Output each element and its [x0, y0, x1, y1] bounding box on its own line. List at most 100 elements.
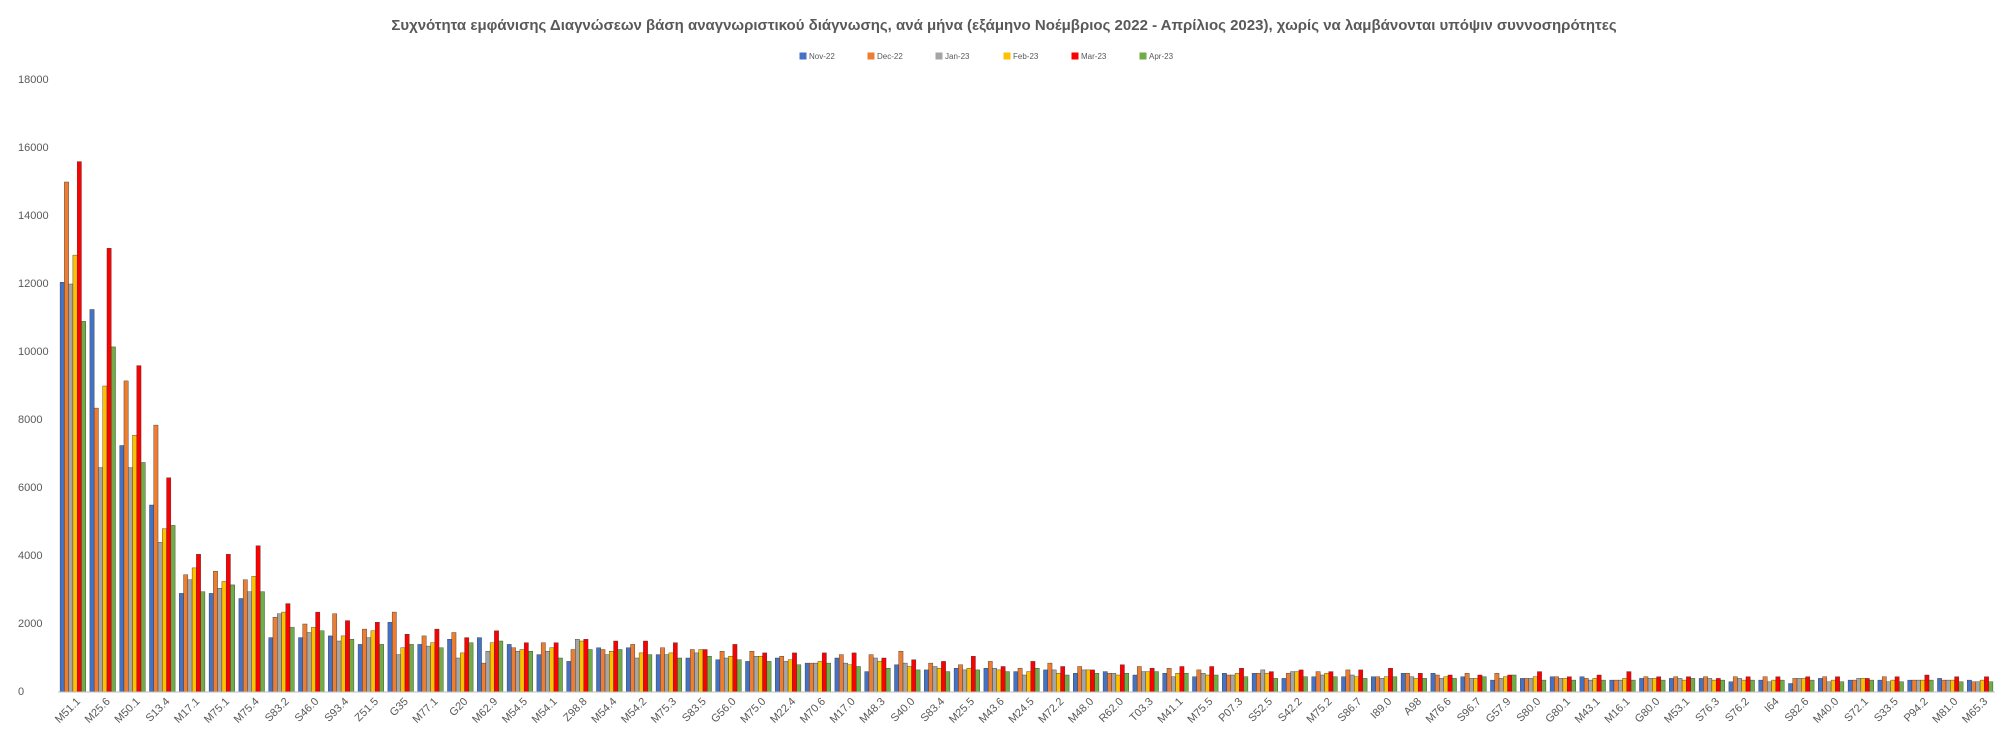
- bar: [1592, 678, 1598, 693]
- bar: [1243, 676, 1249, 693]
- bar: [1562, 678, 1568, 693]
- x-tick-label: A98: [1402, 696, 1424, 718]
- bar: [736, 659, 742, 693]
- bar: [357, 644, 363, 693]
- bar: [1613, 679, 1619, 693]
- bar: [1881, 676, 1887, 693]
- bar: [1073, 673, 1078, 693]
- bar: [1043, 669, 1048, 693]
- bar: [1839, 681, 1845, 693]
- x-tick-label: M81.0: [1930, 696, 1960, 726]
- bar: [707, 656, 712, 693]
- bar: [1669, 678, 1674, 693]
- y-tick-label: 4000: [18, 550, 42, 562]
- bar: [753, 656, 759, 693]
- bar: [783, 661, 789, 693]
- bar: [1630, 679, 1636, 693]
- bar: [1226, 674, 1232, 693]
- bar: [1511, 674, 1517, 693]
- bar: [1303, 676, 1308, 693]
- bar: [387, 622, 393, 693]
- legend-swatch: [799, 52, 807, 60]
- bar: [1877, 679, 1883, 693]
- bar: [1728, 681, 1734, 693]
- bar: [877, 661, 882, 693]
- bar: [1162, 673, 1168, 693]
- bar: [804, 662, 810, 693]
- x-tick-label: G80.1: [1543, 696, 1573, 726]
- bar: [1558, 678, 1564, 693]
- bar: [1737, 678, 1742, 693]
- bar: [455, 657, 461, 693]
- bar: [575, 639, 580, 693]
- bar: [1405, 673, 1410, 693]
- bar: [1022, 674, 1027, 693]
- x-tick-label: M76.6: [1424, 696, 1454, 726]
- bar: [715, 659, 721, 693]
- x-tick-label: R62.0: [1097, 696, 1126, 725]
- bar: [626, 647, 631, 693]
- bar: [1707, 678, 1713, 693]
- bar: [643, 640, 648, 693]
- bar: [975, 669, 980, 693]
- bar: [1064, 674, 1070, 693]
- bar: [545, 651, 550, 693]
- bar: [1315, 671, 1321, 693]
- x-tick-label: S76.2: [1723, 696, 1752, 725]
- bar: [166, 477, 172, 693]
- x-tick-label: M17.1: [172, 696, 202, 726]
- bar: [1464, 673, 1470, 693]
- bar: [438, 647, 444, 693]
- bar: [1341, 676, 1346, 693]
- bar: [609, 651, 614, 693]
- bar: [1847, 679, 1853, 693]
- legend-swatch: [1003, 52, 1011, 60]
- bar: [536, 654, 542, 693]
- bar: [907, 666, 912, 693]
- bar: [1690, 678, 1696, 693]
- bar: [306, 632, 312, 693]
- bar: [881, 657, 887, 693]
- bar: [1094, 673, 1100, 693]
- bar: [958, 664, 963, 693]
- bar: [813, 662, 819, 693]
- bar: [1013, 671, 1019, 693]
- bar: [634, 657, 640, 693]
- bar: [1294, 671, 1300, 693]
- x-tick-label: M65.3: [1960, 696, 1990, 726]
- y-tick-label: 8000: [18, 414, 42, 426]
- bar: [660, 647, 665, 693]
- bar: [328, 635, 333, 693]
- bar: [847, 664, 853, 693]
- bar: [523, 642, 529, 693]
- bar: [1490, 679, 1495, 693]
- x-tick-label: M25.5: [947, 696, 977, 726]
- x-tick-label: S83.5: [680, 696, 709, 725]
- x-tick-label: M54.2: [619, 696, 649, 726]
- bar: [600, 649, 606, 693]
- bar: [1622, 678, 1627, 693]
- bar: [1136, 666, 1142, 693]
- bar: [1051, 669, 1057, 693]
- x-tick-label: S72.1: [1842, 696, 1871, 725]
- bar: [1686, 676, 1691, 693]
- bar: [302, 623, 308, 693]
- x-tick-label: S96.7: [1455, 696, 1484, 725]
- x-tick-label: P94.2: [1902, 696, 1931, 725]
- bar: [370, 630, 376, 693]
- legend-label: Mar-23: [1081, 52, 1107, 61]
- bar: [962, 669, 968, 693]
- bar: [1081, 669, 1087, 693]
- bar: [1000, 666, 1006, 693]
- bar: [1924, 674, 1930, 693]
- legend-swatch: [1139, 52, 1147, 60]
- bar: [1111, 673, 1117, 693]
- bar: [851, 652, 857, 693]
- bar: [1856, 678, 1862, 693]
- bar: [336, 640, 342, 693]
- x-tick-label: G80.0: [1633, 696, 1663, 726]
- x-tick-label: M50.1: [113, 696, 143, 726]
- bar: [1698, 678, 1704, 693]
- bar: [1954, 676, 1960, 693]
- bar: [664, 654, 670, 693]
